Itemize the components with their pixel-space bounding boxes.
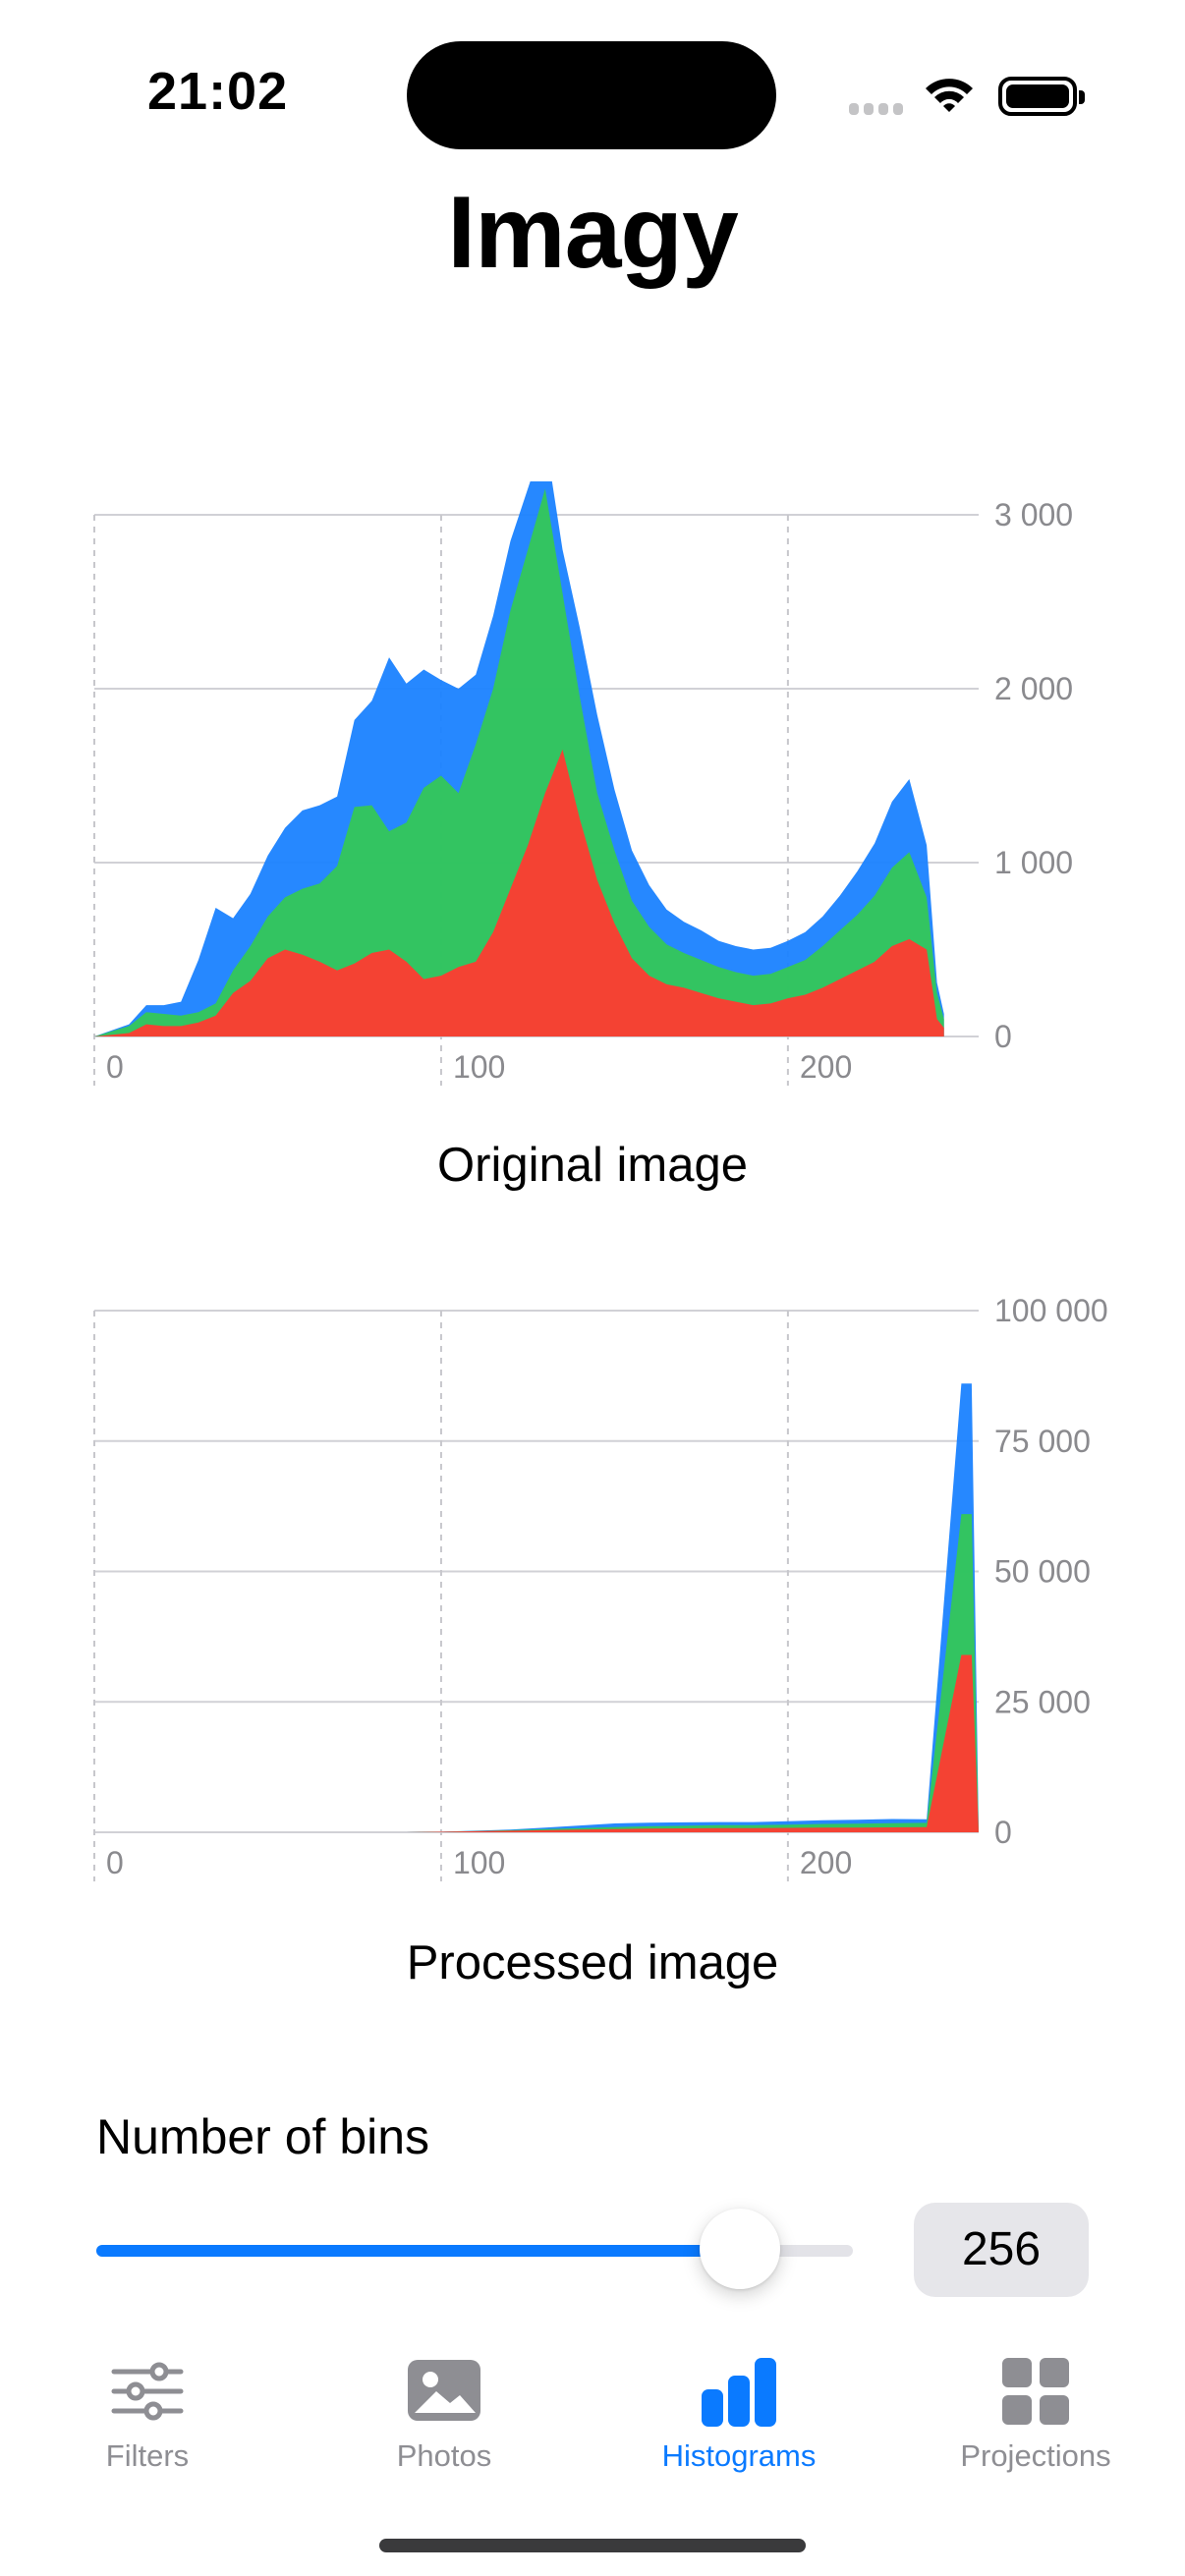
bins-value-field[interactable]: 256 xyxy=(914,2203,1089,2297)
tab-label-projections: Projections xyxy=(960,2438,1111,2473)
bar-chart-icon xyxy=(702,2358,776,2427)
y-tick-label: 1 000 xyxy=(994,845,1073,880)
blue-series-area xyxy=(406,1383,980,1832)
y-tick-label: 100 000 xyxy=(994,1293,1108,1328)
tab-label-photos: Photos xyxy=(396,2438,492,2473)
bins-slider-thumb[interactable] xyxy=(699,2209,780,2289)
x-tick-label: 0 xyxy=(106,1845,124,1880)
green-series-area xyxy=(94,488,944,1036)
x-tick-label: 100 xyxy=(453,1049,505,1085)
y-tick-label: 25 000 xyxy=(994,1684,1091,1719)
x-tick-label: 100 xyxy=(453,1845,505,1880)
y-tick-label: 0 xyxy=(994,1815,1012,1850)
x-tick-label: 200 xyxy=(800,1845,852,1880)
tab-label-histograms: Histograms xyxy=(661,2438,817,2473)
wifi-icon xyxy=(924,75,975,119)
y-tick-label: 2 000 xyxy=(994,671,1073,706)
x-tick-label: 200 xyxy=(800,1049,852,1085)
home-indicator xyxy=(379,2539,806,2552)
y-tick-label: 0 xyxy=(994,1019,1012,1054)
y-tick-label: 3 000 xyxy=(994,497,1073,532)
tab-label-filters: Filters xyxy=(105,2438,190,2473)
y-tick-label: 50 000 xyxy=(994,1554,1091,1590)
red-series-area xyxy=(406,1654,980,1832)
cellular-signal-icon xyxy=(849,102,908,120)
battery-icon xyxy=(998,77,1085,116)
app-title: Imagy xyxy=(447,176,739,290)
green-series-area xyxy=(406,1514,980,1832)
processed-histogram-chart: 0 25 000 50 000 75 000 100 000 0 100 200 xyxy=(93,1293,1108,1881)
bins-slider-fill xyxy=(96,2245,740,2257)
dynamic-island xyxy=(407,41,776,149)
photo-icon xyxy=(408,2360,480,2421)
processed-image-caption: Processed image xyxy=(406,1936,779,1989)
tab-bar: Filters Photos Histograms Projections xyxy=(0,2338,1185,2495)
bins-slider[interactable] xyxy=(96,2245,853,2257)
number-of-bins-label: Number of bins xyxy=(96,2109,430,2164)
original-histogram-chart: 0 1 000 2 000 3 000 0 100 200 xyxy=(93,481,1073,1086)
sliders-icon xyxy=(111,2362,184,2421)
y-tick-label: 75 000 xyxy=(994,1424,1091,1459)
red-series-area xyxy=(94,749,944,1036)
original-image-caption: Original image xyxy=(437,1139,748,1192)
status-time: 21:02 xyxy=(147,62,289,121)
x-tick-label: 0 xyxy=(106,1049,124,1085)
grid-icon xyxy=(1002,2358,1069,2425)
